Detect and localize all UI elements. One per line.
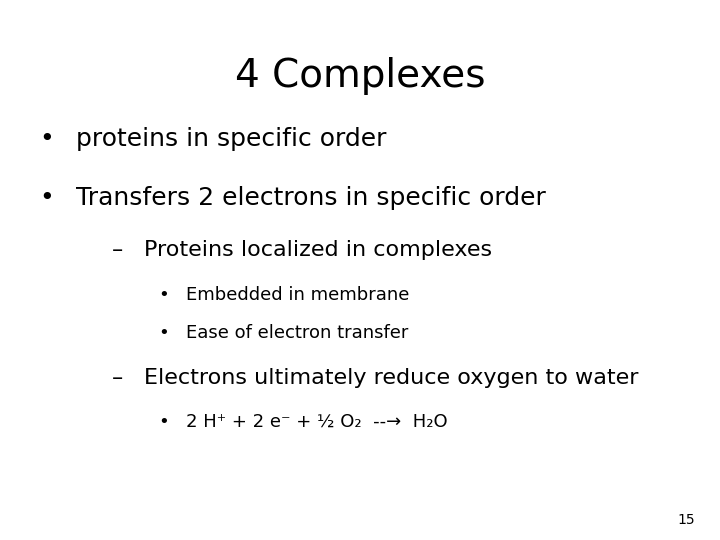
Text: Ease of electron transfer: Ease of electron transfer (186, 324, 408, 342)
Text: Embedded in membrane: Embedded in membrane (186, 286, 409, 304)
Text: •: • (158, 413, 169, 431)
Text: proteins in specific order: proteins in specific order (76, 127, 386, 151)
Text: 4 Complexes: 4 Complexes (235, 57, 485, 94)
Text: –: – (112, 368, 123, 388)
Text: Electrons ultimately reduce oxygen to water: Electrons ultimately reduce oxygen to wa… (144, 368, 639, 388)
Text: •: • (158, 324, 169, 342)
Text: 15: 15 (678, 512, 695, 526)
Text: Proteins localized in complexes: Proteins localized in complexes (144, 240, 492, 260)
Text: •: • (40, 127, 54, 151)
Text: •: • (40, 186, 54, 210)
Text: •: • (158, 286, 169, 304)
Text: 2 H⁺ + 2 e⁻ + ½ O₂  --→  H₂O: 2 H⁺ + 2 e⁻ + ½ O₂ --→ H₂O (186, 413, 447, 431)
Text: –: – (112, 240, 123, 260)
Text: Transfers 2 electrons in specific order: Transfers 2 electrons in specific order (76, 186, 546, 210)
